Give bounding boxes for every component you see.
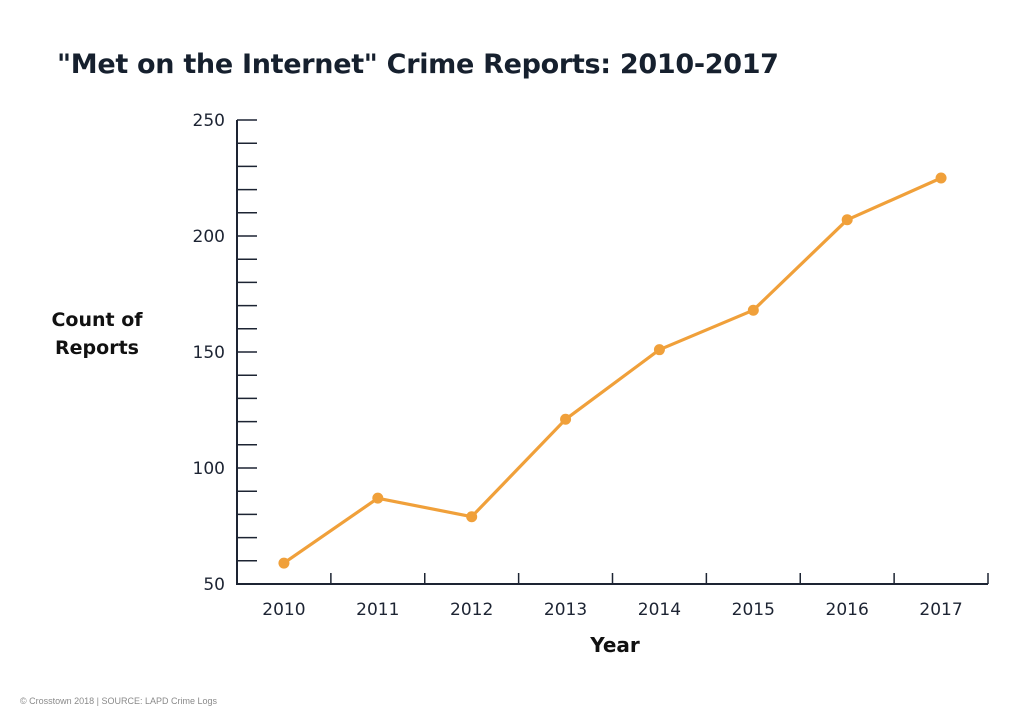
data-point (466, 511, 478, 523)
data-point (841, 214, 853, 226)
x-tick-label: 2017 (919, 600, 962, 620)
data-point (278, 557, 290, 569)
y-tick-label: 100 (193, 459, 225, 479)
x-tick-label: 2010 (262, 600, 305, 620)
data-point (372, 492, 384, 504)
data-point (747, 304, 759, 316)
y-tick-label: 200 (193, 227, 225, 247)
y-axis-label: Count of Reports (38, 306, 156, 362)
x-axis-label: Year (590, 633, 640, 657)
y-tick-label: 250 (193, 111, 225, 131)
x-tick-label: 2016 (826, 600, 869, 620)
data-point (653, 344, 665, 356)
y-tick-label: 50 (203, 575, 225, 595)
source-footer: © Crosstown 2018 | SOURCE: LAPD Crime Lo… (20, 696, 218, 706)
y-axis-label-line-1: Count of (51, 309, 143, 331)
y-tick-label: 150 (193, 343, 225, 363)
series-line (282, 176, 943, 565)
data-point (560, 413, 572, 425)
x-tick-label: 2014 (638, 600, 681, 620)
x-tick-label: 2013 (544, 600, 587, 620)
data-point (935, 172, 947, 184)
x-tick-label: 2011 (356, 600, 399, 620)
x-tick-label: 2015 (732, 600, 775, 620)
chart-title: "Met on the Internet" Crime Reports: 201… (57, 49, 779, 80)
y-axis-label-line-2: Reports (55, 337, 139, 359)
x-tick-label: 2012 (450, 600, 493, 620)
